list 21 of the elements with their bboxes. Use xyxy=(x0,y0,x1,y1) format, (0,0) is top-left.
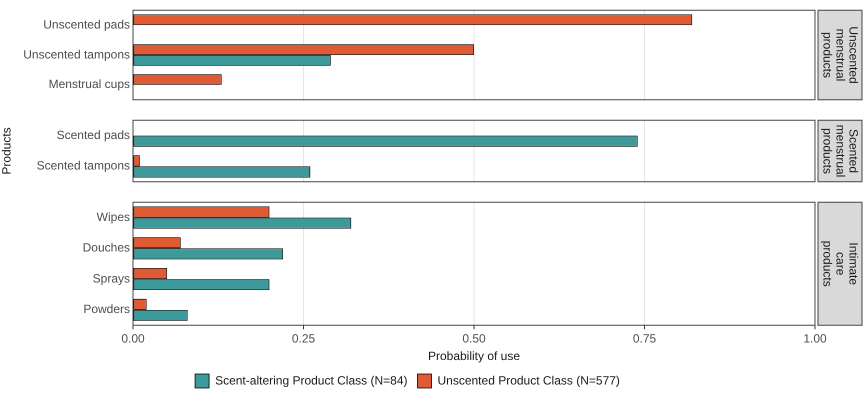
text: Unscented menstrual products xyxy=(820,26,861,84)
x-tick-label: 0.25 xyxy=(292,332,316,346)
y-tick-label: Unscented pads xyxy=(43,17,130,32)
x-tick-label: 0.00 xyxy=(121,332,145,346)
y-axis-title: Products xyxy=(0,127,14,175)
legend-label: Scent-altering Product Class (N=84) xyxy=(215,373,408,388)
y-tick-label: Menstrual cups xyxy=(48,77,130,92)
x-tick-label: 1.00 xyxy=(803,332,827,346)
y-tick-label: Sprays xyxy=(92,271,130,286)
y-tick-label: Unscented tampons xyxy=(23,47,130,62)
y-tick-label: Scented tampons xyxy=(36,158,130,173)
x-tick-label: 0.75 xyxy=(632,332,656,346)
x-axis-title: Probability of use xyxy=(428,349,520,364)
x-tick-label: 0.50 xyxy=(462,332,486,346)
legend-label: Unscented Product Class (N=577) xyxy=(438,373,620,388)
y-tick-label: Douches xyxy=(82,240,130,255)
y-tick-label: Powders xyxy=(83,302,130,316)
text: Intimate care products xyxy=(820,240,861,287)
y-tick-label: Scented pads xyxy=(56,128,130,142)
y-tick-label: Wipes xyxy=(96,210,130,224)
text: Scented menstrual products xyxy=(820,124,861,178)
